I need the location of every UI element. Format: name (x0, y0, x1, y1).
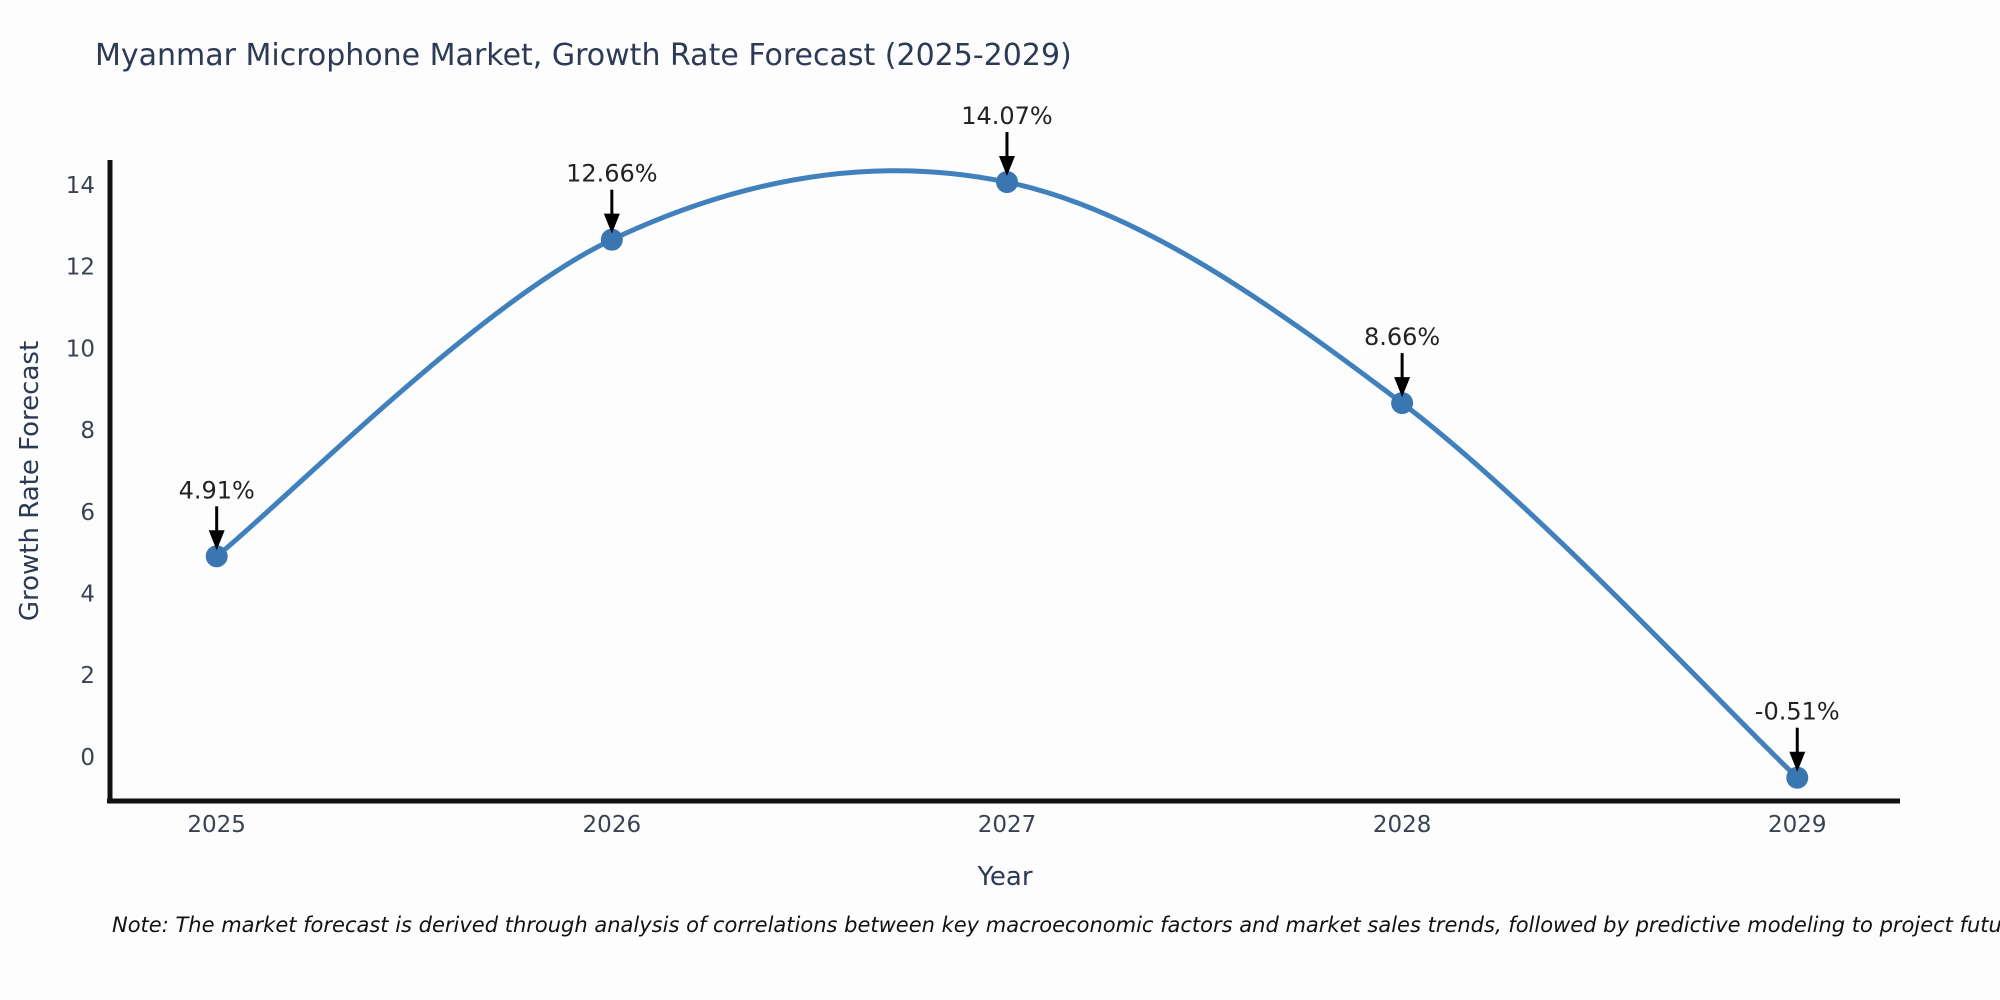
data-point-marker (1786, 766, 1809, 789)
y-tick-label: 4 (80, 581, 95, 607)
y-tick-label: 2 (80, 663, 95, 689)
annotation-arrow-head (1394, 377, 1411, 398)
forecast-line (214, 168, 1800, 781)
x-tick-label: 2027 (978, 812, 1037, 838)
annotation-arrow-head (1789, 751, 1806, 772)
x-tick-label: 2028 (1373, 812, 1432, 838)
footnote: Note: The market forecast is derived thr… (112, 913, 2000, 937)
x-tick-label: 2029 (1768, 812, 1827, 838)
point-label: -0.51% (1755, 698, 1840, 726)
data-point-marker (205, 545, 228, 568)
chart-title: Myanmar Microphone Market, Growth Rate F… (95, 38, 1072, 73)
point-label: 4.91% (179, 476, 255, 504)
data-point-marker (995, 171, 1018, 194)
x-tick-label: 2025 (187, 812, 246, 838)
y-axis-title: Growth Rate Forecast (15, 340, 45, 622)
annotation-arrow-head (998, 156, 1015, 177)
x-tick-label: 2026 (583, 812, 642, 838)
annotation-arrow-head (208, 530, 225, 551)
x-axis-title: Year (977, 862, 1033, 892)
y-tick-label: 14 (66, 173, 95, 199)
point-label: 12.66% (566, 160, 658, 188)
y-tick-label: 8 (80, 418, 95, 444)
y-tick-label: 10 (66, 336, 95, 362)
point-label: 14.07% (961, 102, 1053, 130)
y-tick-label: 12 (66, 255, 95, 281)
y-tick-label: 0 (80, 745, 95, 771)
data-point-marker (600, 228, 623, 251)
data-point-marker (1391, 392, 1414, 415)
y-tick-label: 6 (80, 500, 95, 526)
annotation-arrow-head (603, 213, 620, 234)
point-label: 8.66% (1364, 323, 1440, 351)
